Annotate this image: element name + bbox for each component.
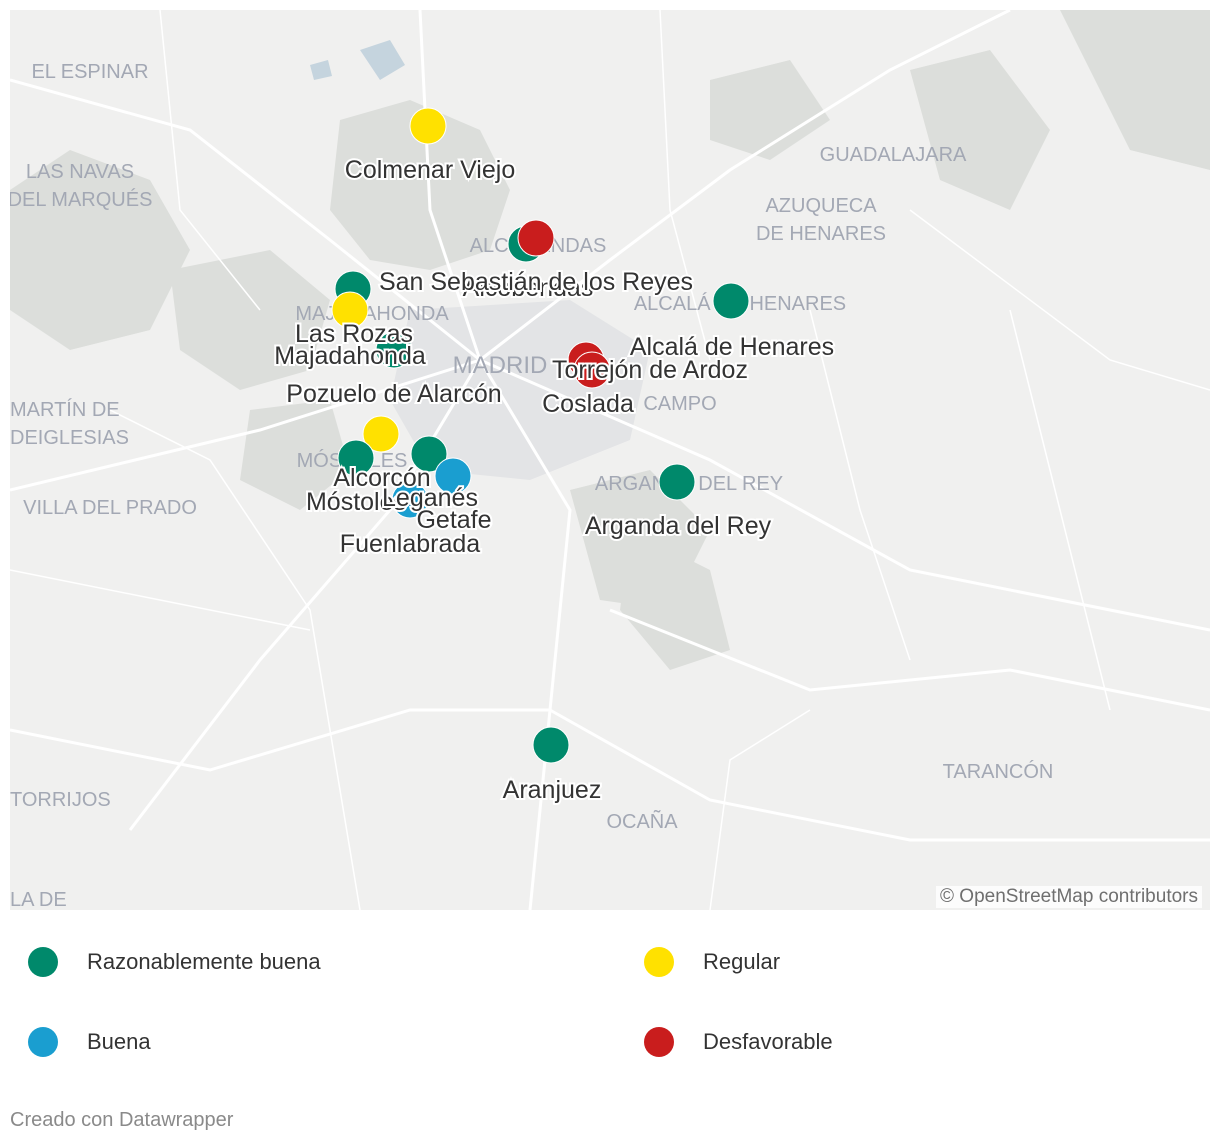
water-layer: [310, 40, 405, 80]
marker-fuenlabrada[interactable]: [391, 481, 429, 519]
terrain-layer: [10, 10, 1210, 670]
marker-label-san-sebastian: San Sebastián de los Reyes: [379, 268, 693, 296]
legend-label: Razonablemente buena: [87, 949, 321, 974]
base-label-san-martin: MARTÍN DE DEIGLESIAS: [10, 398, 129, 449]
marker-label-aranjuez: Aranjuez: [503, 776, 602, 804]
marker-leganes[interactable]: [410, 435, 448, 473]
marker-label-alcala: Alcalá de Henares: [630, 333, 834, 361]
legend: Razonablemente buena Regular Buena Desfa…: [0, 930, 1220, 1090]
marker-label-majadahonda: Majadahonda: [274, 342, 426, 370]
base-label-el-espinar: EL ESPINAR: [31, 61, 148, 83]
base-label-azuqueca: AZUQUECA DE HENARES: [756, 195, 886, 245]
marker-label-arganda: Arganda del Rey: [585, 512, 772, 540]
legend-swatch: [28, 947, 58, 977]
minor-roads-layer: [10, 10, 1210, 910]
marker-label-fuenlabrada: Fuenlabrada: [340, 530, 480, 558]
marker-label-torrejon: Torrejón de Ardoz: [552, 356, 748, 384]
base-label-tarancon: TARANCÓN: [943, 760, 1054, 783]
marker-getafe[interactable]: [434, 457, 472, 495]
base-label-la-de: LA DE: [10, 889, 67, 910]
marker-label-pozuelo: Pozuelo de Alarcón: [286, 380, 501, 408]
legend-swatch: [644, 1027, 674, 1057]
marker-label-mostoles: Móstoles: [306, 488, 406, 516]
marker-colmenar-viejo[interactable]: [409, 107, 447, 145]
base-label-las-navas: LAS NAVAS DEL MARQUÉS: [10, 161, 152, 211]
legend-item-razonablemente-buena[interactable]: Razonablemente buena: [0, 930, 321, 994]
legend-item-regular[interactable]: Regular: [616, 930, 780, 994]
marker-majadahonda[interactable]: [331, 291, 369, 329]
map[interactable]: EL ESPINAR LAS NAVAS DEL MARQUÉS GUADALAJAR…: [10, 10, 1210, 910]
credit-text[interactable]: Creado con Datawrapper: [10, 1109, 234, 1131]
legend-swatch: [644, 947, 674, 977]
marker-coslada[interactable]: [573, 351, 611, 389]
marker-label-coslada: Coslada: [542, 390, 634, 418]
map-attribution[interactable]: © OpenStreetMap contributors: [936, 886, 1202, 908]
marker-mostoles[interactable]: [337, 439, 375, 477]
marker-alcorcon[interactable]: [362, 415, 400, 453]
marker-pozuelo[interactable]: [375, 331, 413, 369]
base-label-campo: CAMPO: [643, 393, 716, 415]
map-canvas: EL ESPINAR LAS NAVAS DEL MARQUÉS GUADALAJAR…: [10, 10, 1210, 910]
base-label-villa-del-prado: VILLA DEL PRADO: [23, 497, 197, 519]
base-label-ocana: OCAÑA: [606, 809, 678, 833]
legend-item-desfavorable[interactable]: Desfavorable: [616, 1010, 833, 1074]
legend-label: Desfavorable: [703, 1029, 833, 1054]
marker-label-alcobendas: Alcobendas: [463, 274, 594, 302]
base-label-guadalajara: GUADALAJARA: [820, 144, 967, 166]
legend-swatch: [28, 1027, 58, 1057]
legend-label: Buena: [87, 1029, 151, 1054]
base-label-madrid: MADRID: [453, 352, 548, 379]
marker-label-leganes: Leganés: [382, 484, 478, 512]
marker-label-las-rozas: Las Rozas: [295, 320, 413, 348]
markers: [331, 107, 750, 764]
marker-alcala[interactable]: [712, 282, 750, 320]
marker-label-colmenar-viejo: Colmenar Viejo: [345, 156, 515, 184]
base-label-torrijos: TORRIJOS: [10, 789, 111, 811]
legend-label: Regular: [703, 949, 781, 974]
marker-label-getafe: Getafe: [416, 506, 491, 534]
marker-san-sebastian[interactable]: [517, 219, 555, 257]
legend-item-buena[interactable]: Buena: [0, 1010, 151, 1074]
marker-aranjuez[interactable]: [532, 726, 570, 764]
roads-layer: [10, 10, 1210, 910]
marker-label-alcorcon: Alcorcón: [333, 464, 430, 492]
marker-arganda[interactable]: [658, 463, 696, 501]
